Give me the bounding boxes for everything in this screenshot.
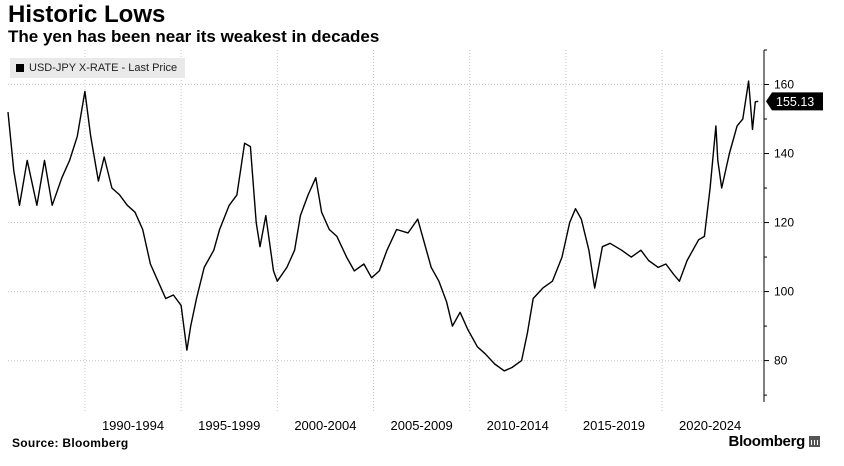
x-tick-label: 2020-2024: [679, 418, 741, 433]
source-note: Source: Bloomberg: [12, 436, 129, 450]
x-tick-label: 1995-1999: [198, 418, 260, 433]
legend-label: USD-JPY X-RATE - Last Price: [29, 62, 178, 74]
series-line: [7, 80, 759, 372]
y-tick-label: 160: [774, 78, 794, 92]
x-tick-label: 2000-2004: [294, 418, 356, 433]
brand-logo: Bloomberg: [729, 433, 820, 450]
chart-title: Historic Lows: [8, 1, 166, 28]
last-value-callout: [766, 92, 823, 111]
y-tick-label: 140: [774, 147, 794, 161]
y-tick-label: 120: [774, 216, 794, 230]
last-value-label: 155.13: [776, 95, 814, 109]
legend: USD-JPY X-RATE - Last Price: [10, 58, 186, 78]
x-tick-label: 2010-2014: [487, 418, 549, 433]
x-tick-label: 1990-1994: [102, 418, 164, 433]
x-tick-label: 2005-2009: [391, 418, 453, 433]
y-tick-label: 80: [774, 354, 788, 368]
brand-name: Bloomberg: [728, 433, 806, 450]
y-tick-label: 100: [774, 285, 794, 299]
legend-swatch: [16, 64, 24, 72]
x-tick-label: 2015-2019: [583, 418, 645, 433]
chart-subtitle: The yen has been near its weakest in dec…: [8, 27, 380, 46]
chart-icon: [809, 436, 820, 447]
